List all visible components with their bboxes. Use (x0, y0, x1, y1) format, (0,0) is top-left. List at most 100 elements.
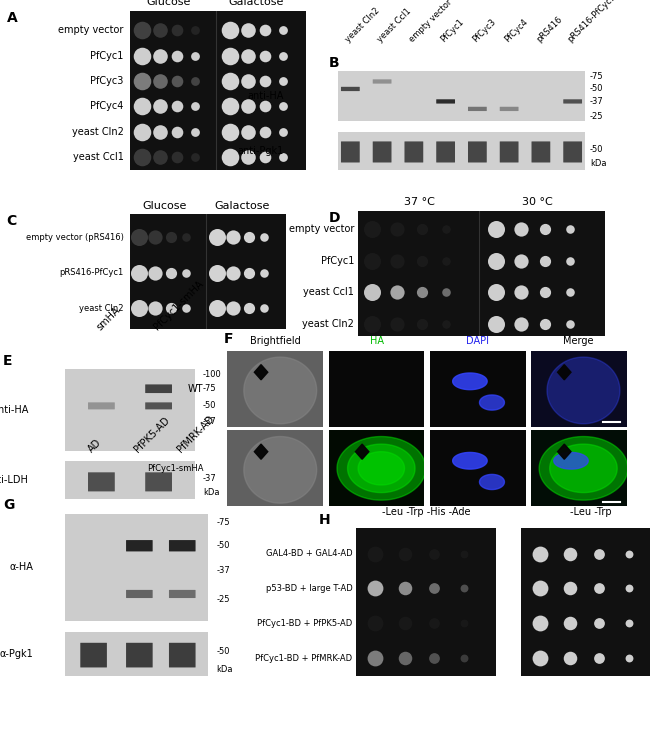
Point (242, 151, 253, 163)
Text: -25: -25 (216, 595, 230, 604)
Point (225, 50, 235, 61)
Text: A: A (6, 11, 18, 25)
Point (165, 267, 176, 279)
Point (137, 101, 148, 112)
Text: yeast Cln2: yeast Cln2 (79, 304, 124, 313)
Point (367, 318, 378, 330)
Point (540, 286, 551, 298)
Polygon shape (358, 452, 404, 485)
Point (155, 151, 165, 163)
Point (172, 24, 183, 36)
Text: F: F (224, 332, 234, 346)
FancyBboxPatch shape (169, 540, 196, 551)
FancyBboxPatch shape (126, 643, 153, 667)
Point (441, 223, 452, 235)
FancyBboxPatch shape (500, 106, 519, 111)
Text: anti-HA: anti-HA (247, 92, 283, 101)
Point (227, 231, 238, 243)
Point (243, 267, 254, 279)
Point (515, 286, 526, 298)
Point (429, 548, 439, 559)
Polygon shape (244, 357, 317, 423)
FancyBboxPatch shape (169, 643, 196, 667)
Point (225, 75, 235, 87)
Point (190, 24, 200, 36)
Point (370, 653, 380, 664)
Text: PfCyc3: PfCyc3 (90, 76, 124, 86)
Text: kDa: kDa (203, 488, 219, 497)
Text: H: H (318, 513, 330, 527)
Point (458, 582, 469, 594)
Point (242, 75, 253, 87)
Polygon shape (356, 444, 369, 459)
Text: -37: -37 (203, 417, 216, 426)
FancyBboxPatch shape (372, 79, 391, 84)
Point (242, 126, 253, 137)
Point (564, 582, 575, 594)
FancyBboxPatch shape (145, 472, 172, 491)
Text: -50: -50 (203, 401, 216, 410)
FancyBboxPatch shape (126, 590, 153, 598)
Text: pRS416-PfCyc1: pRS416-PfCyc1 (59, 268, 124, 277)
Point (417, 286, 427, 298)
Point (155, 101, 165, 112)
Point (172, 75, 183, 87)
Text: -37: -37 (216, 566, 230, 575)
Point (535, 618, 545, 630)
Text: kDa: kDa (216, 665, 233, 674)
Text: HA: HA (369, 336, 384, 347)
Point (400, 548, 410, 559)
Text: AD: AD (86, 437, 104, 454)
Point (155, 24, 165, 36)
Polygon shape (254, 364, 268, 380)
Point (564, 618, 575, 630)
Text: PfCyc1-smHA: PfCyc1-smHA (151, 279, 205, 333)
Point (190, 75, 200, 87)
Text: anti-LDH: anti-LDH (0, 475, 29, 485)
Polygon shape (452, 452, 488, 469)
Text: C: C (6, 214, 17, 228)
Text: anti-Pgk1: anti-Pgk1 (237, 146, 283, 156)
Point (212, 231, 222, 243)
Point (458, 548, 469, 559)
Polygon shape (244, 437, 317, 503)
Point (212, 302, 222, 314)
Point (278, 75, 288, 87)
Point (623, 582, 634, 594)
Point (225, 24, 235, 36)
Text: yeast Ccl1: yeast Ccl1 (376, 7, 413, 44)
Text: empty vector: empty vector (408, 0, 454, 44)
Point (429, 582, 439, 594)
Point (278, 126, 288, 137)
Point (441, 286, 452, 298)
Point (392, 223, 402, 235)
Text: empty vector: empty vector (289, 225, 354, 234)
Point (417, 223, 427, 235)
Polygon shape (254, 444, 268, 459)
Point (242, 24, 253, 36)
Point (259, 267, 269, 279)
Polygon shape (558, 444, 571, 459)
Text: Brightfield: Brightfield (250, 336, 301, 347)
Text: pRS416-PfCyc1: pRS416-PfCyc1 (566, 0, 618, 44)
Point (212, 267, 222, 279)
Point (242, 101, 253, 112)
Point (594, 653, 604, 664)
Text: Galactose: Galactose (229, 0, 284, 7)
Point (370, 548, 380, 559)
Point (181, 231, 191, 243)
Point (491, 223, 501, 235)
Point (243, 302, 254, 314)
Point (172, 50, 183, 61)
Point (458, 618, 469, 630)
Point (227, 302, 238, 314)
Point (370, 618, 380, 630)
Point (260, 75, 270, 87)
Text: smHA: smHA (94, 305, 122, 333)
Text: yeast Ccl1: yeast Ccl1 (304, 287, 354, 297)
Text: kDa: kDa (590, 159, 606, 168)
Polygon shape (480, 395, 504, 410)
Point (137, 50, 148, 61)
Point (172, 101, 183, 112)
FancyBboxPatch shape (468, 106, 487, 111)
